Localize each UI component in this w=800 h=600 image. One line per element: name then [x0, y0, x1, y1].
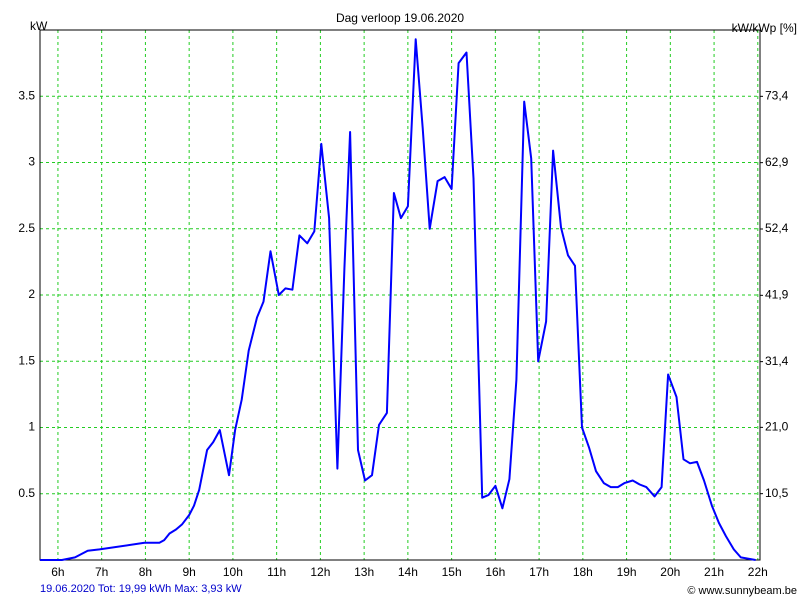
data-line [40, 38, 756, 561]
y2-tick-label: 21,0 [765, 420, 789, 434]
x-tick-label: 10h [223, 565, 243, 579]
y-tick-label: 3.5 [18, 88, 35, 102]
footer: 19.06.2020 Tot: 19,99 kWh Max: 3,93 kW [40, 583, 242, 595]
y-tick-label: 0.5 [18, 486, 35, 500]
x-tick-label: 12h [310, 565, 330, 579]
x-tick-label: 17h [529, 565, 549, 579]
y2-tick-label: 31,4 [765, 354, 789, 368]
x-tick-label: 16h [485, 565, 505, 579]
x-tick-label: 18h [573, 565, 593, 579]
x-tick-label: 15h [442, 565, 462, 579]
y2-tick-label: 10,5 [765, 486, 789, 500]
credit: © www.sunnybeam.be [687, 585, 797, 597]
x-tick-label: 11h [267, 565, 286, 579]
y-tick-label: 1 [28, 420, 35, 434]
x-tick-label: 14h [398, 565, 418, 579]
x-tick-label: 21h [704, 565, 724, 579]
y-tick-label: 2 [28, 287, 35, 301]
plot-border [39, 29, 761, 561]
x-tick-label: 20h [660, 565, 680, 579]
y-tick-label: 3 [28, 155, 35, 169]
x-tick-label: 19h [617, 565, 637, 579]
y-tick-label: 1.5 [18, 353, 35, 367]
y2-tick-label: 73,4 [765, 89, 789, 103]
x-tick-label: 7h [95, 565, 108, 579]
y-axis-label: kW [30, 19, 48, 33]
y-tick-label: 2.5 [18, 221, 35, 235]
x-tick-label: 9h [182, 565, 195, 579]
y2-tick-label: 41,9 [765, 287, 789, 301]
y2-tick-label: 52,4 [765, 221, 789, 235]
x-tick-label: 13h [354, 565, 374, 579]
x-tick-label: 8h [139, 565, 152, 579]
x-tick-label: 6h [51, 565, 64, 579]
x-tick-label: 22h [748, 565, 768, 579]
y2-tick-label: 62,9 [765, 155, 789, 169]
chart-title: Dag verloop 19.06.2020 [336, 11, 464, 25]
y2-axis-label: kW/kWp [%] [732, 21, 797, 35]
